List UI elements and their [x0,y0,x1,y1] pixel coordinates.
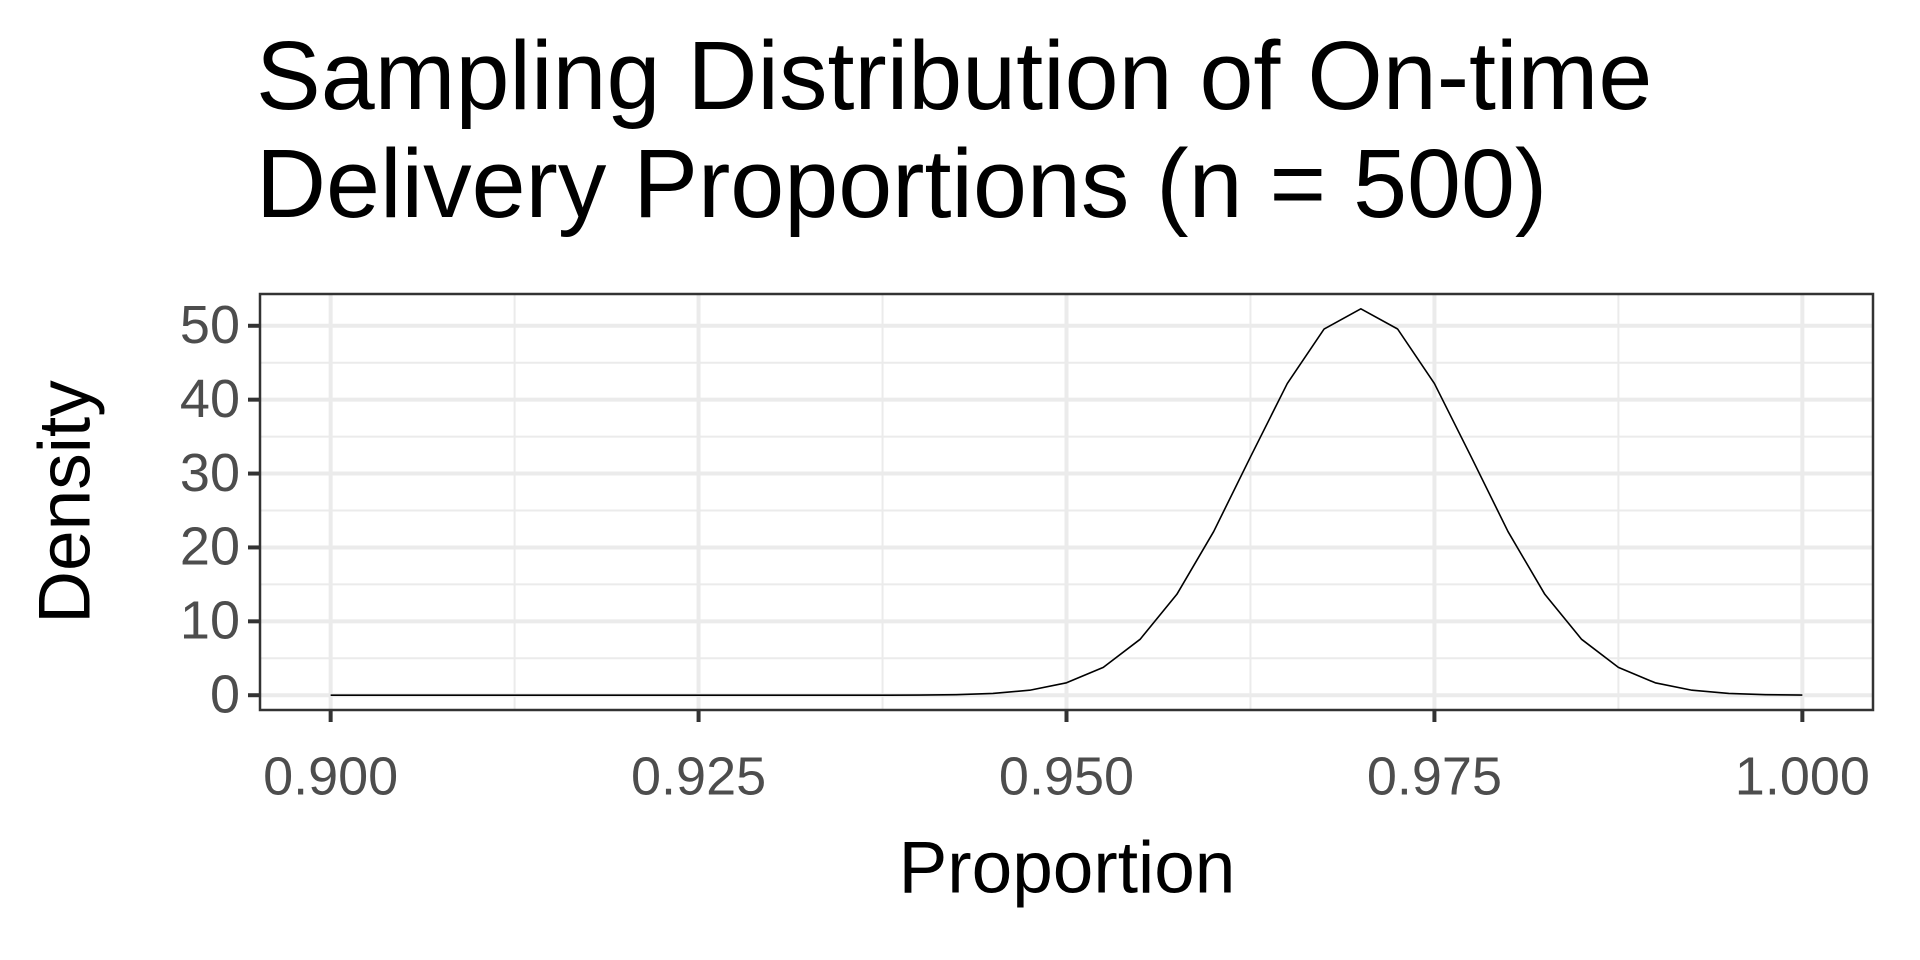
panel-border [258,292,1875,712]
x-tick-label: 0.975 [1367,746,1502,806]
x-tick-label: 1.000 [1735,746,1870,806]
density-line [330,308,1803,697]
x-tick-label: 0.950 [999,746,1134,806]
x-tick-label: 0.925 [631,746,766,806]
chart-title: Sampling Distribution of On-time Deliver… [256,21,1653,238]
y-tick-label: 40 [180,369,240,429]
y-tick-label: 20 [180,517,240,577]
y-tick-label: 30 [180,443,240,503]
x-tick-label: 0.900 [263,746,398,806]
y-axis-title: Density [24,380,105,624]
y-tick-label: 0 [210,664,240,724]
y-tick-label: 50 [180,295,240,355]
x-axis-title: Proportion [899,827,1236,908]
y-tick-label: 10 [180,591,240,651]
